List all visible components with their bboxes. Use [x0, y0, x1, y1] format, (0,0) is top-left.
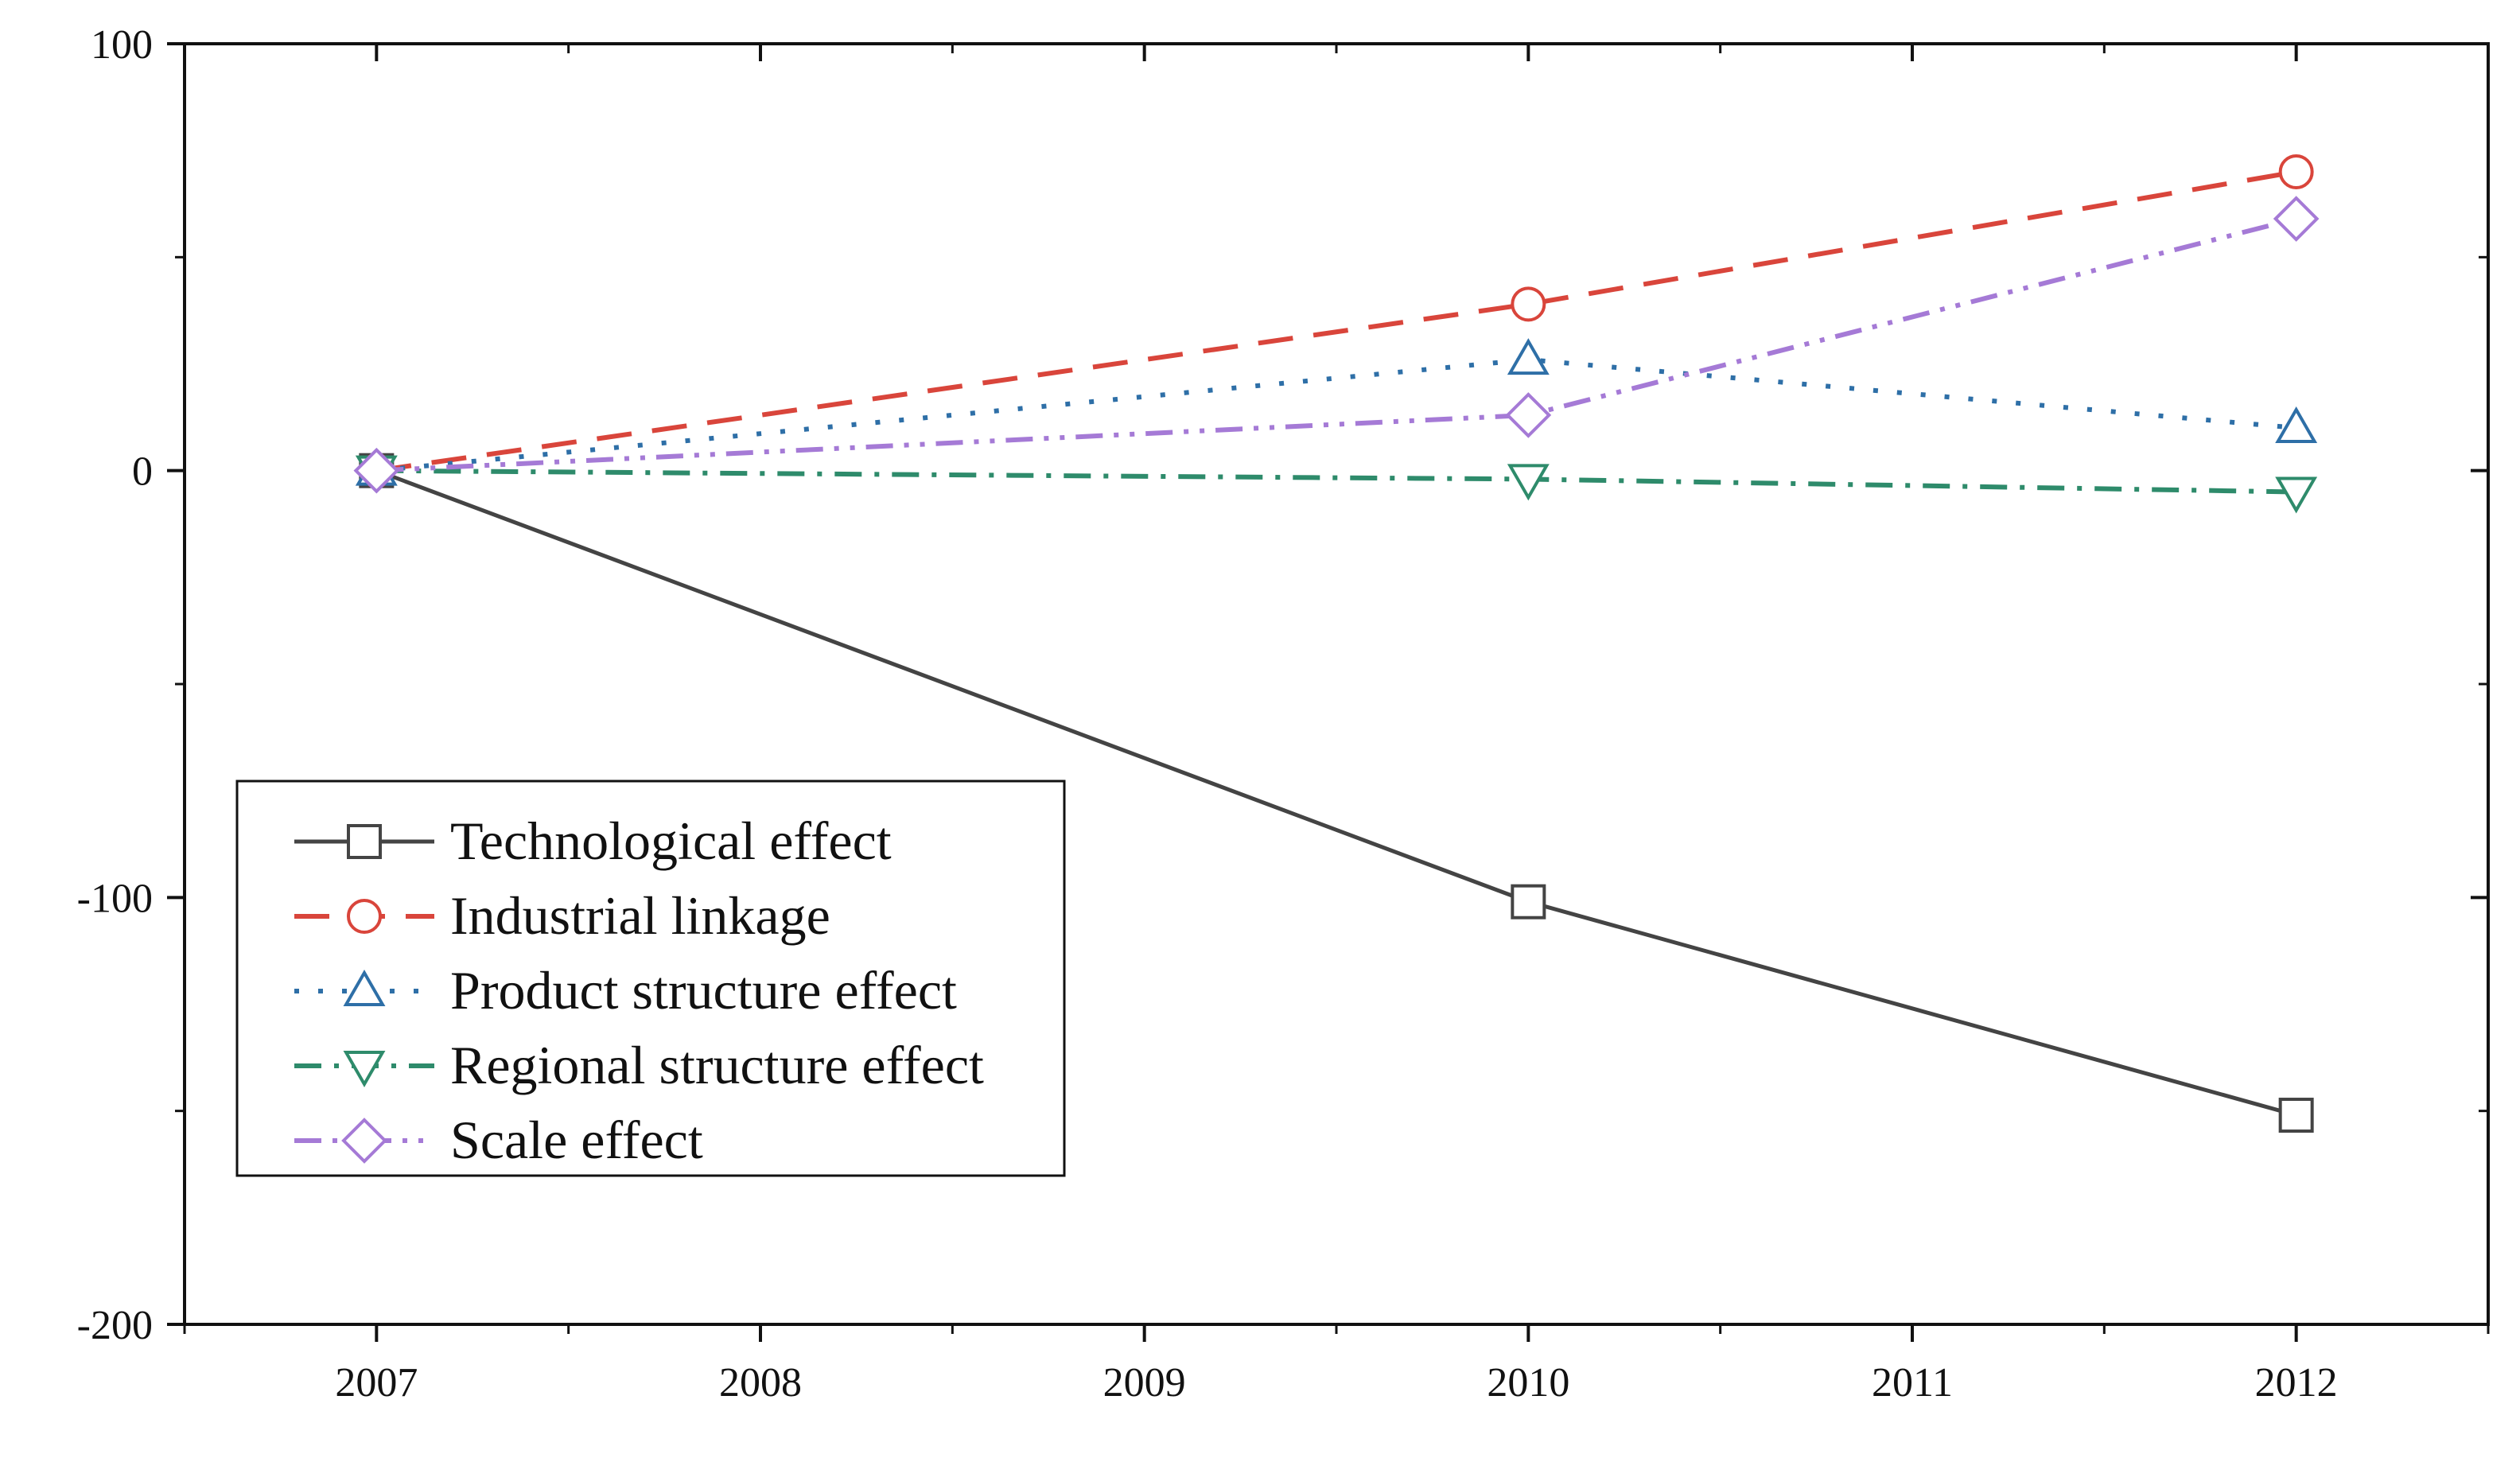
data-point-marker	[2278, 154, 2314, 189]
legend-label: Product structure effect	[450, 960, 957, 1021]
y-tick-label: -200	[77, 1303, 153, 1348]
data-point-marker	[353, 447, 400, 494]
series-2	[355, 338, 2318, 486]
series-line	[376, 357, 2296, 473]
data-point-marker	[1511, 286, 1546, 322]
data-point-marker	[2275, 406, 2318, 443]
data-point-marker	[2273, 196, 2320, 242]
data-point-marker	[2278, 1098, 2314, 1133]
series-line	[376, 468, 2296, 495]
x-tick-label: 2007	[335, 1360, 418, 1406]
data-point-marker	[1507, 338, 1550, 375]
legend-swatch-marker	[347, 899, 382, 934]
legend-swatch-marker	[341, 1118, 387, 1164]
legend-label: Technological effect	[450, 811, 892, 871]
x-tick-label: 2012	[2255, 1360, 2338, 1406]
data-point-marker	[1507, 464, 1550, 501]
series-1	[359, 154, 2314, 488]
series-line	[375, 169, 2297, 473]
legend-label: Regional structure effect	[450, 1035, 984, 1095]
legend-label: Scale effect	[450, 1110, 703, 1170]
series-layer	[353, 154, 2320, 1133]
legend-swatch-marker	[343, 969, 386, 1006]
y-tick-label: 100	[91, 22, 153, 68]
legend-label: Industrial linkage	[450, 885, 830, 946]
data-point-marker	[1511, 884, 1546, 920]
y-tick-label: 0	[132, 449, 153, 495]
y-axis: -200 -100 0 100	[77, 22, 2488, 1348]
legend: Technological effect Industrial linkage Pr…	[235, 780, 1066, 1177]
data-point-marker	[2275, 476, 2318, 514]
series-3	[355, 455, 2318, 514]
x-tick-label: 2011	[1872, 1360, 1953, 1406]
x-tick-label: 2010	[1487, 1360, 1569, 1406]
legend-swatch-marker	[343, 1051, 386, 1088]
x-tick-label: 2009	[1103, 1360, 1186, 1406]
series-4	[353, 196, 2320, 494]
x-axis: 2007 2008 2009 2010 2011 2012	[183, 44, 2490, 1406]
x-tick-label: 2008	[719, 1360, 802, 1406]
legend-swatch-marker	[347, 824, 382, 859]
series-line	[376, 216, 2297, 473]
data-point-marker	[1505, 392, 1552, 438]
y-tick-label: -100	[77, 876, 153, 921]
